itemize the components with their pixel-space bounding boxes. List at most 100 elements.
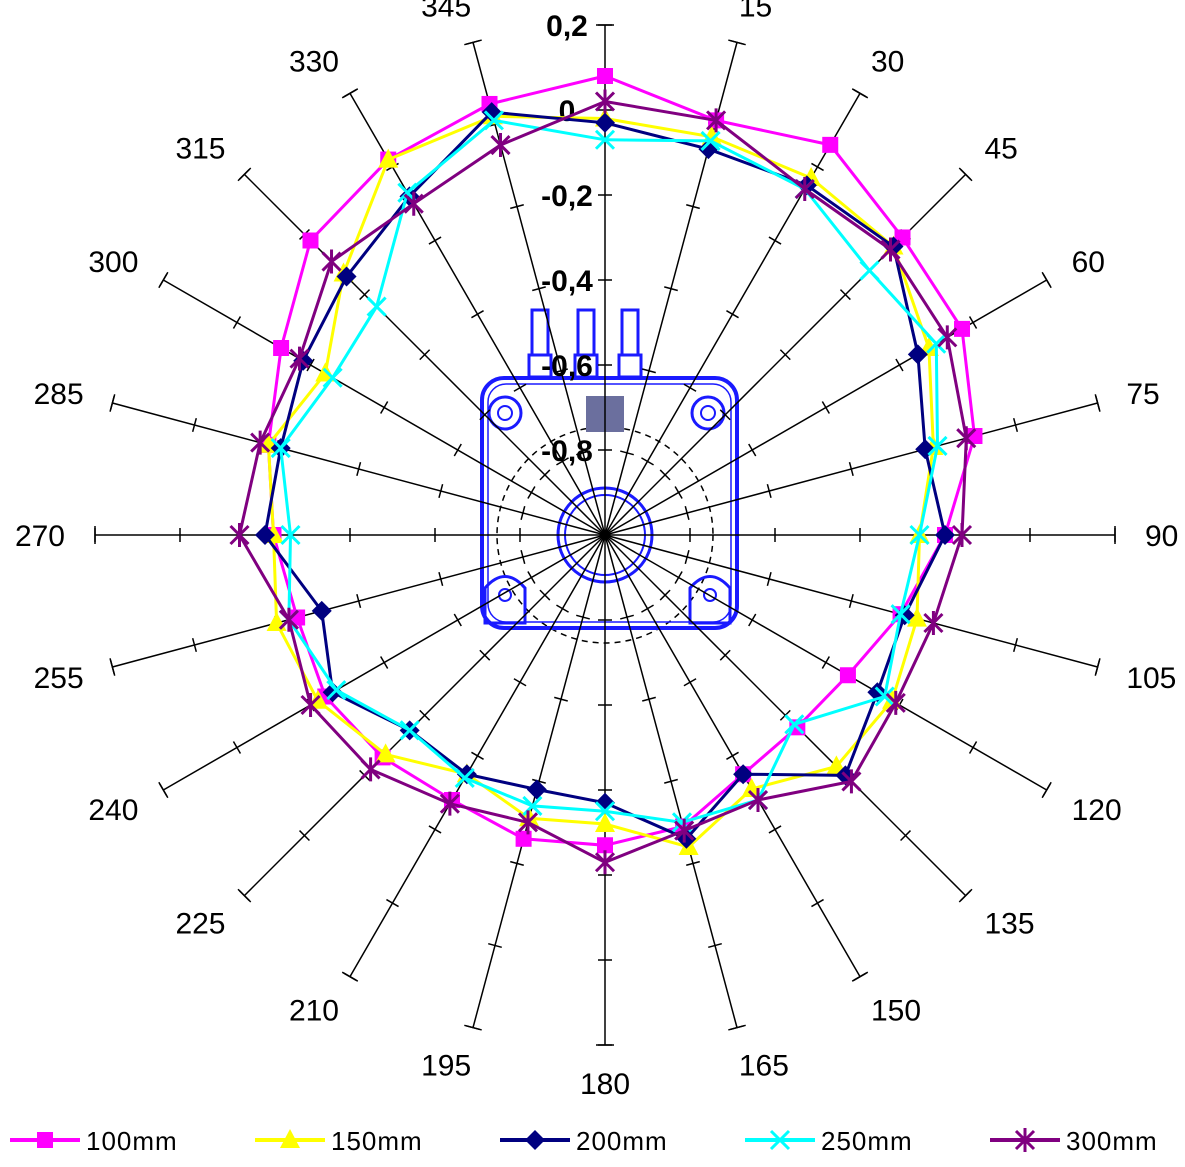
axis-tick xyxy=(1012,418,1019,432)
angle-label-45: 45 xyxy=(984,133,1017,166)
axis-tick xyxy=(766,484,772,498)
axis-tick xyxy=(642,368,656,374)
legend-marker xyxy=(280,1129,300,1148)
axis-tick xyxy=(453,443,462,457)
device-mount-hole-top-1 xyxy=(487,395,523,431)
data-point xyxy=(597,68,613,84)
axis-tick xyxy=(554,696,568,702)
axis-tick xyxy=(419,349,431,361)
data-point xyxy=(326,680,347,701)
radial-tick-labels: 0,2 0 -0,2 -0,4 -0,6 -0,8 xyxy=(541,10,593,468)
data-point xyxy=(935,525,955,545)
angle-label-90: 90 xyxy=(1145,520,1178,553)
device-port-base-1 xyxy=(527,353,553,379)
device-port-base-2 xyxy=(573,353,599,379)
data-point xyxy=(375,743,396,763)
axis-tick xyxy=(642,696,656,702)
data-point xyxy=(906,607,927,627)
axis-tick xyxy=(532,778,546,784)
axis-tick xyxy=(726,310,739,319)
axis-end-tick xyxy=(728,1024,746,1031)
axis-end-tick xyxy=(958,888,973,903)
axis-tick xyxy=(641,457,654,466)
legend: 100mm 150mm 200mm 250mm 300mm xyxy=(10,1126,1157,1156)
axis-tick xyxy=(539,589,551,601)
axis-end-tick xyxy=(237,167,252,182)
axis-tick xyxy=(520,506,526,520)
angle-label-165: 165 xyxy=(739,1049,789,1082)
legend-label: 150mm xyxy=(331,1126,423,1156)
axis-tick xyxy=(191,418,198,432)
angle-label-105: 105 xyxy=(1126,662,1176,695)
legend-marker xyxy=(769,1129,791,1151)
data-point xyxy=(956,426,977,451)
series-layer xyxy=(229,68,983,875)
axis-tick xyxy=(479,409,491,421)
axis-tick xyxy=(380,401,389,414)
data-point xyxy=(399,720,420,741)
axis-tick xyxy=(708,942,722,949)
axis-tick xyxy=(719,409,731,421)
axis-tick xyxy=(895,358,904,372)
axis-tick xyxy=(839,289,851,301)
axis-tick xyxy=(428,236,442,245)
angle-label-300: 300 xyxy=(88,246,138,279)
angle-label-15: 15 xyxy=(739,0,772,24)
angle-label-30: 30 xyxy=(871,45,904,78)
axis-tick xyxy=(684,550,690,564)
series-150mm xyxy=(258,105,944,855)
radial-tick-label: -0,6 xyxy=(541,350,593,383)
device-port-base-3 xyxy=(617,353,643,379)
data-point xyxy=(839,667,856,684)
axis-tick xyxy=(683,678,697,687)
data-point xyxy=(597,837,613,854)
data-point xyxy=(909,524,930,546)
data-point xyxy=(278,607,299,632)
axis-tick xyxy=(811,898,824,908)
axis-tick xyxy=(848,594,854,608)
axis-tick xyxy=(768,236,782,245)
axis-tick xyxy=(779,709,791,721)
legend-marker xyxy=(37,1132,53,1148)
axis-tick xyxy=(766,572,772,586)
angle-label-195: 195 xyxy=(421,1049,471,1082)
angle-label-285: 285 xyxy=(34,378,84,411)
axis-tick xyxy=(620,614,634,620)
data-point xyxy=(366,296,387,317)
axis-tick xyxy=(968,316,978,329)
axis-tick xyxy=(532,286,546,292)
axis-tick xyxy=(386,898,399,908)
data-point xyxy=(927,435,948,456)
legend-item-200mm: 200mm xyxy=(500,1126,667,1156)
data-point xyxy=(937,325,958,350)
axis-end-tick xyxy=(1041,781,1052,799)
axis-tick xyxy=(510,860,524,866)
axis-tick xyxy=(748,613,757,627)
axis-tick xyxy=(419,709,431,721)
axis-tick xyxy=(471,310,484,319)
data-point xyxy=(378,148,399,168)
data-point xyxy=(733,764,754,785)
data-point xyxy=(302,232,319,249)
legend-item-250mm: 250mm xyxy=(745,1126,913,1156)
data-point xyxy=(439,791,460,816)
data-point xyxy=(280,524,301,546)
data-point xyxy=(700,130,721,151)
data-point xyxy=(954,320,971,337)
axis-end-tick xyxy=(851,88,869,99)
axis-tick xyxy=(664,286,678,292)
axis-tick xyxy=(556,457,569,466)
legend-label: 250mm xyxy=(821,1126,913,1156)
axis-tick xyxy=(684,506,690,520)
angle-label-210: 210 xyxy=(289,995,339,1028)
axis-tick xyxy=(811,162,824,172)
data-point xyxy=(926,333,947,354)
axis-tick xyxy=(821,401,830,414)
data-point xyxy=(517,810,539,835)
axis-tick xyxy=(900,830,912,842)
angle-label-240: 240 xyxy=(88,794,138,827)
axis-tick xyxy=(438,572,444,586)
angle-label-135: 135 xyxy=(984,907,1034,940)
device-mount-hole-bottom-2 xyxy=(688,575,732,625)
axis-end-tick xyxy=(1094,658,1101,676)
